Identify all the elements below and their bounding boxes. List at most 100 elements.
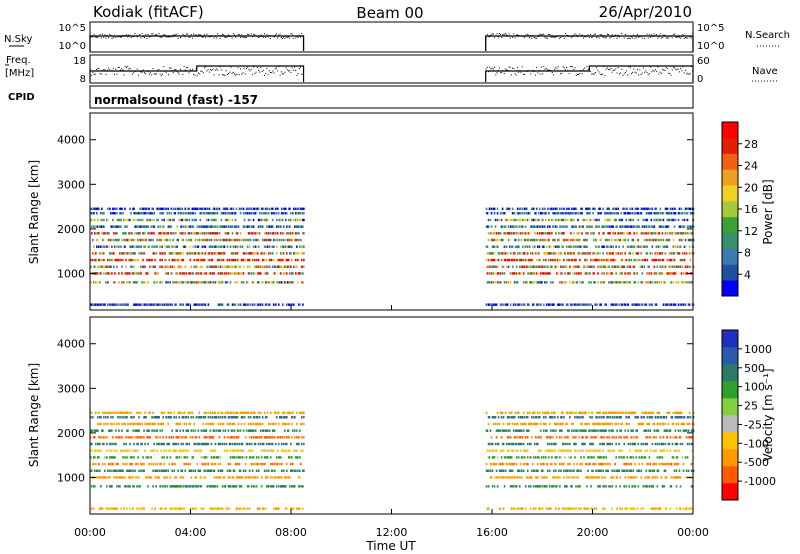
range-gate-cell (137, 232, 139, 235)
range-gate-cell (113, 252, 115, 255)
range-gate-cell (665, 207, 668, 211)
range-gate-cell (558, 238, 560, 242)
range-gate-cell (241, 245, 244, 248)
range-gate-cell (172, 449, 175, 452)
range-gate-cell (302, 218, 304, 222)
noise-point (148, 36, 150, 38)
range-gate-cell (520, 252, 523, 255)
range-gate-cell (547, 232, 549, 235)
range-gate-cell (563, 207, 565, 211)
nave-point (218, 74, 220, 76)
nave-point (641, 72, 643, 74)
range-gate-cell (155, 245, 157, 248)
range-gate-cell (654, 303, 657, 306)
range-gate-cell (557, 212, 559, 215)
range-gate-cell (498, 507, 501, 510)
range-gate-cell (231, 238, 234, 242)
noise-point (512, 37, 514, 39)
range-gate-cell (586, 485, 588, 488)
range-gate-cell (567, 212, 569, 215)
range-gate-cell (242, 265, 245, 268)
range-gate-cell (656, 265, 659, 268)
range-gate-cell (200, 258, 203, 262)
range-gate-cell (558, 469, 560, 472)
range-gate-cell (609, 485, 611, 488)
range-gate-cell (526, 212, 529, 215)
range-gate-cell (244, 258, 247, 262)
range-gate-cell (613, 281, 615, 284)
range-gate-cell (179, 212, 182, 215)
noise-point (279, 33, 281, 35)
range-gate-cell (624, 238, 627, 242)
range-gate-cell (676, 265, 679, 268)
range-gate-cell (585, 238, 587, 242)
range-gate-cell (502, 212, 505, 215)
range-gate-cell (486, 272, 489, 275)
range-gate-cell (264, 272, 267, 275)
range-gate-cell (232, 469, 235, 472)
nave-point (195, 68, 197, 70)
range-gate-cell (118, 225, 120, 228)
noise-point (171, 36, 173, 38)
range-gate-cell (208, 238, 211, 242)
range-gate-cell (589, 207, 591, 211)
range-gate-cell (655, 462, 658, 466)
range-gate-cell (526, 469, 529, 472)
range-gate-cell (115, 476, 117, 479)
noise-point (218, 34, 220, 36)
noise-point (210, 35, 211, 37)
range-gate-cell (577, 485, 579, 488)
range-gate-cell (546, 281, 548, 284)
range-gate-cell (242, 212, 245, 215)
range-gate-cell (656, 212, 659, 215)
range-gate-cell (673, 272, 676, 275)
range-gate-cell (152, 485, 154, 488)
nave-point (146, 70, 148, 72)
range-gate-cell (297, 252, 299, 255)
range-gate-cell (632, 245, 635, 248)
range-gate-cell (132, 476, 134, 479)
range-gate-cell (648, 469, 651, 472)
range-gate-cell (182, 225, 185, 228)
range-gate-cell (521, 212, 524, 215)
range-gate-cell (580, 469, 582, 472)
range-gate-cell (193, 207, 196, 211)
range-gate-cell (600, 456, 602, 459)
nave-point (94, 73, 96, 75)
range-gate-cell (293, 265, 295, 268)
range-gate-cell (688, 238, 691, 242)
range-gate-cell (583, 218, 585, 222)
range-gate-cell (162, 212, 164, 215)
range-gate-cell (683, 258, 686, 262)
range-gate-cell (508, 469, 511, 472)
range-gate-cell (651, 258, 654, 262)
range-gate-cell (289, 462, 292, 466)
range-gate-cell (238, 469, 241, 472)
nave-point (645, 70, 647, 72)
noise-point (156, 34, 157, 36)
nave-point (280, 71, 282, 73)
range-gate-cell (678, 207, 681, 211)
range-gate-cell (128, 238, 130, 242)
range-gate-cell (668, 258, 671, 262)
nave-point (277, 70, 279, 72)
range-gate-cell (665, 476, 668, 479)
range-gate-cell (679, 507, 682, 510)
range-gate-cell (527, 212, 530, 215)
range-gate-cell (195, 207, 198, 211)
range-gate-cell (548, 303, 550, 306)
range-gate-cell (119, 476, 121, 479)
range-gate-cell (645, 207, 648, 211)
range-gate-cell (580, 507, 582, 510)
range-gate-cell (583, 456, 585, 459)
range-gate-cell (607, 462, 609, 466)
nave-point (628, 66, 630, 68)
range-gate-cell (600, 212, 602, 215)
range-gate-cell (98, 265, 100, 268)
range-gate-cell (182, 232, 185, 235)
nave-point (283, 73, 285, 75)
range-gate-cell (520, 507, 523, 510)
range-gate-cell (509, 469, 512, 472)
range-gate-cell (242, 225, 245, 228)
noise-point (214, 36, 216, 38)
